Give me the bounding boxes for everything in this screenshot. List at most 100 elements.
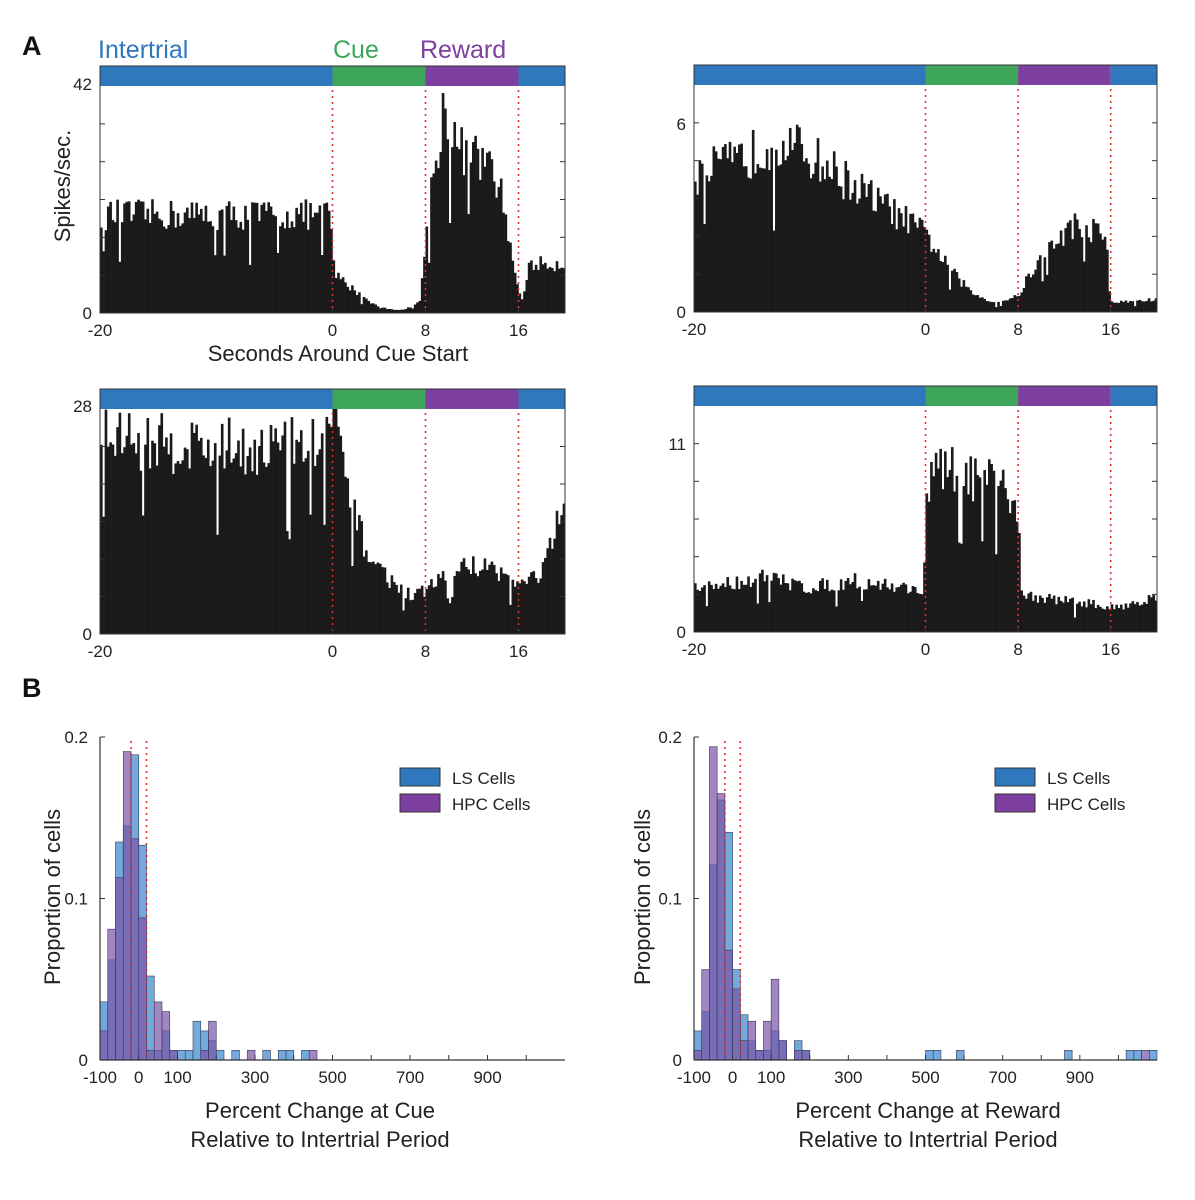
psth-bar	[474, 573, 477, 634]
psth-bar	[204, 457, 208, 634]
psth-bar	[1145, 603, 1149, 632]
psth-bar	[313, 466, 317, 634]
psth-bar	[828, 591, 831, 632]
psth-bar	[962, 486, 966, 632]
psth-bar	[974, 295, 977, 312]
psth-bar	[735, 576, 739, 632]
psth-bar	[392, 582, 396, 634]
psth-bar	[1041, 281, 1044, 312]
psth-bar	[162, 226, 166, 313]
psth-bar	[1101, 608, 1105, 632]
psth-bar	[1094, 608, 1098, 632]
psth-bar	[120, 453, 124, 634]
psth-bar	[425, 226, 429, 313]
psth-bar	[992, 470, 996, 632]
psth-bar	[872, 585, 875, 632]
psth-bar	[953, 268, 956, 312]
psth-bar	[158, 425, 161, 634]
psth-bar	[176, 213, 180, 313]
psth-bar	[844, 160, 848, 312]
psth-bar	[798, 127, 801, 312]
psth-bar	[1034, 269, 1037, 312]
psth-bar	[109, 442, 112, 634]
psth-bar	[918, 593, 922, 632]
x-tick-label: 500	[318, 1068, 346, 1087]
psth-bar	[127, 413, 131, 634]
psth-bar	[814, 162, 817, 312]
psth-bar	[118, 261, 122, 313]
psth-bar	[320, 433, 324, 634]
psth-bar	[1020, 590, 1024, 632]
psth-bar	[1106, 606, 1109, 632]
psth-bar	[969, 456, 973, 632]
psth-bar	[770, 147, 773, 312]
psth-bar	[160, 220, 164, 313]
hpc-cells-bar	[801, 1050, 811, 1061]
x-tick-label: 700	[988, 1068, 1016, 1087]
psth-bar	[206, 221, 210, 313]
psth-bar	[1036, 602, 1040, 632]
psth-bar	[313, 212, 317, 313]
psth-bar	[181, 223, 184, 313]
psth-bar	[1075, 219, 1079, 312]
psth-bar	[246, 455, 250, 634]
psth-bar	[997, 485, 1000, 632]
phase-bar-reward	[1018, 65, 1111, 85]
psth-bar	[395, 309, 398, 313]
legend-swatch-hpc	[994, 793, 1036, 813]
psth-bar	[948, 289, 952, 312]
legend-swatch-ls	[994, 767, 1036, 787]
psth-bar	[262, 202, 266, 313]
psth-bar	[113, 222, 117, 313]
psth-bar	[367, 300, 370, 313]
x-tick-label: 16	[509, 321, 528, 340]
psth-bar	[227, 417, 231, 634]
psth-bar	[1013, 295, 1017, 312]
psth-bar	[267, 463, 271, 634]
psth-bar	[330, 427, 333, 634]
psth-bar	[1129, 301, 1132, 312]
psth-bar	[162, 446, 166, 634]
psth-bar	[437, 574, 440, 634]
psth-bar	[216, 230, 219, 313]
psth-bar	[721, 583, 725, 632]
psth-bar	[842, 199, 845, 312]
psth-bar	[988, 301, 991, 312]
psth-bar	[365, 550, 368, 634]
psth-bar	[423, 596, 426, 634]
psth-bar	[823, 588, 827, 632]
psth-bar	[876, 580, 880, 632]
psth-bar	[467, 569, 470, 634]
psth-bar	[509, 242, 512, 313]
psth-bar	[712, 146, 716, 312]
psth-bar	[402, 610, 405, 634]
psth-bar	[146, 208, 150, 313]
psth-bar	[134, 201, 138, 313]
psth-bar	[237, 227, 240, 313]
y-tick-label: 42	[73, 75, 92, 94]
psth-bar	[390, 575, 394, 634]
hpc-cells-bar	[153, 1001, 163, 1061]
psth-bar	[520, 299, 524, 313]
psth-bar	[1043, 257, 1047, 312]
psth-bar	[339, 279, 343, 313]
psth-bar	[1133, 306, 1137, 312]
psth-bar	[1122, 609, 1125, 632]
psth-bar	[532, 269, 536, 313]
x-tick-label: 900	[1066, 1068, 1094, 1087]
psth-bar	[125, 435, 129, 634]
x-tick-label: 8	[1013, 640, 1022, 659]
psth-bar	[1050, 240, 1054, 312]
psth-bar	[1062, 602, 1065, 632]
psth-bar	[756, 164, 760, 312]
psth-bar	[388, 308, 391, 313]
psth-bar	[960, 286, 963, 312]
panel-label-a: A	[22, 31, 42, 61]
psth-bar	[1099, 233, 1102, 312]
psth-bar	[1145, 300, 1149, 312]
x-tick-label: 8	[1013, 320, 1022, 339]
psth-bar	[719, 585, 723, 632]
psth-bar	[1018, 533, 1021, 632]
psth-bar	[742, 166, 746, 312]
psth-bar	[883, 194, 887, 312]
